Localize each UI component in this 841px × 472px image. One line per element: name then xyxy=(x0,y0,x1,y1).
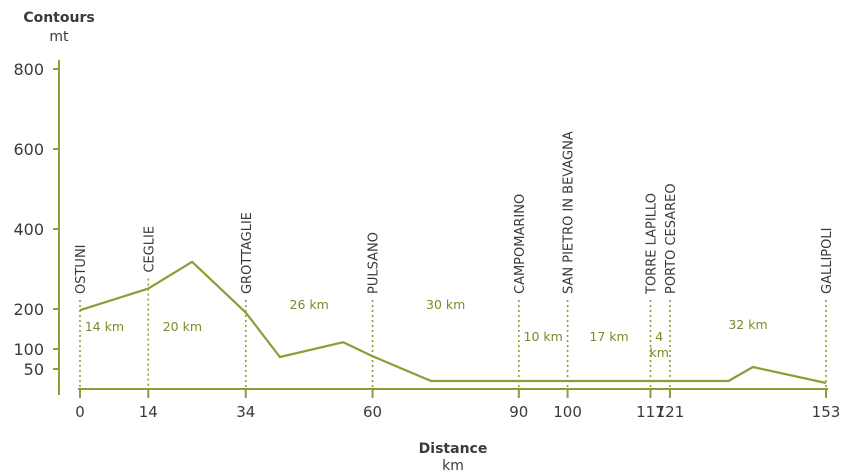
x-tick-label: 121 xyxy=(656,403,685,421)
y-tick-label: 600 xyxy=(13,140,44,159)
segment-distance-label-line: 4 xyxy=(655,329,663,344)
segment-distances: 14 km 20 km 26 km 30 km 10 km 17 km 4 km 32 km xyxy=(85,297,768,360)
segment-distance-label: 17 km xyxy=(589,329,628,344)
town-label: PULSANO xyxy=(367,232,382,294)
segment-distance-label: 14 km xyxy=(85,319,124,334)
town-label: OSTUNI xyxy=(74,245,89,295)
segment-distance-label: 26 km xyxy=(290,297,329,312)
town-markers: OSTUNI CEGLIE GROTTAGLIE PULSANO CAMPOMARINO… xyxy=(74,131,835,389)
x-axis-title: Distance xyxy=(419,441,488,457)
x-tick-label: 0 xyxy=(75,403,85,421)
town-label: CAMPOMARINO xyxy=(513,194,528,294)
x-tick-label: 34 xyxy=(236,403,255,421)
x-tick-label: 153 xyxy=(812,403,841,421)
town-label: GALLIPOLI xyxy=(820,228,835,294)
segment-distance-label: 20 km xyxy=(163,319,202,334)
y-tick-label: 50 xyxy=(24,360,44,379)
segment-distance-label-line: km xyxy=(650,345,669,360)
segment-distance-label: 4 km xyxy=(650,329,669,360)
x-tick-label: 90 xyxy=(509,403,528,421)
x-tick-label: 14 xyxy=(139,403,158,421)
x-axis-unit: km xyxy=(442,458,464,472)
town-label: TORRE LAPILLO xyxy=(644,193,659,295)
y-axis-title: Contours xyxy=(23,10,94,26)
y-tick-label: 100 xyxy=(13,340,44,359)
y-axis-unit: mt xyxy=(49,29,69,45)
town-label: PORTO CESAREO xyxy=(664,183,679,294)
x-tick-label: 60 xyxy=(363,403,382,421)
elevation-profile-line xyxy=(79,260,827,385)
town-label: SAN PIETRO IN BEVAGNA xyxy=(562,131,577,294)
y-tick-label: 400 xyxy=(13,220,44,239)
segment-distance-label: 30 km xyxy=(426,297,465,312)
x-tick-label: 100 xyxy=(553,403,582,421)
segment-distance-label: 10 km xyxy=(524,329,563,344)
y-tick-label: 200 xyxy=(13,300,44,319)
town-label: GROTTAGLIE xyxy=(240,212,255,294)
segment-distance-label: 32 km xyxy=(728,317,767,332)
y-tick-label: 800 xyxy=(13,60,44,79)
town-label: CEGLIE xyxy=(142,226,157,273)
x-tick-label: 117 xyxy=(636,403,665,421)
